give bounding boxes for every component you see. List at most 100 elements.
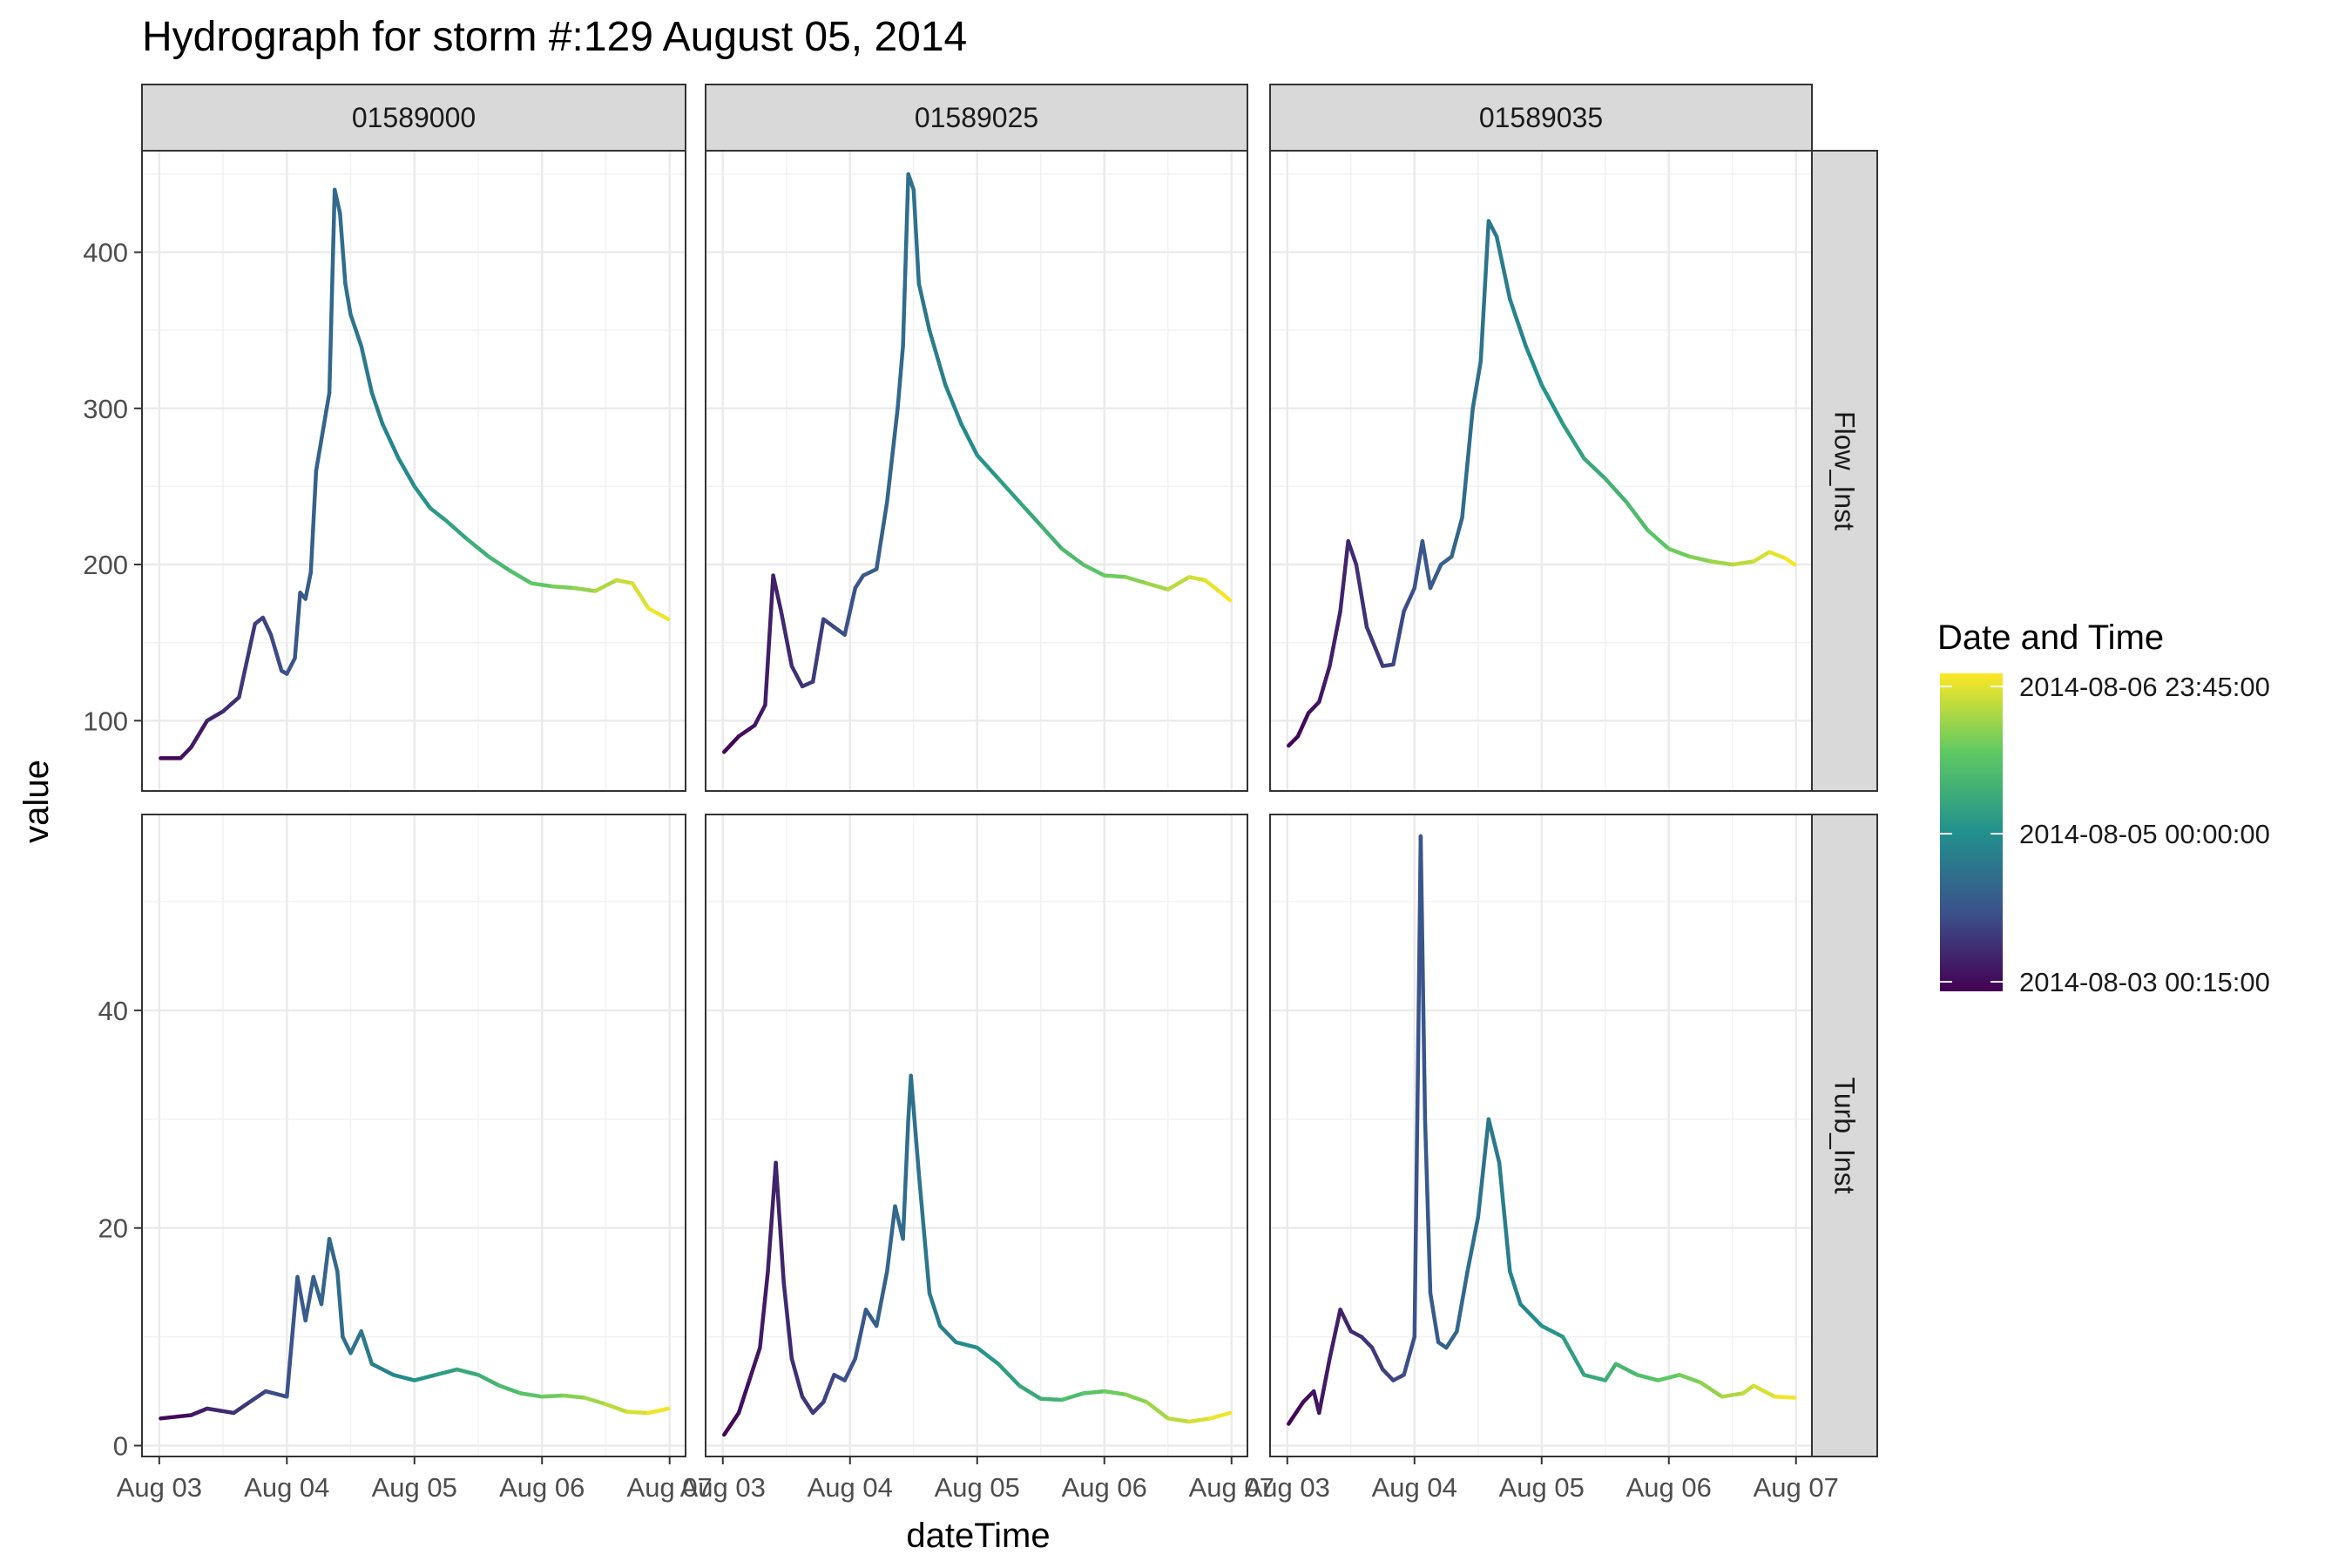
series-segment <box>1346 538 1359 567</box>
series-segment <box>1687 554 1713 564</box>
series-segment <box>293 591 302 660</box>
series-segment <box>1145 581 1171 591</box>
series-segment <box>1102 573 1128 579</box>
series-segment <box>1699 1380 1724 1399</box>
series-segment <box>220 695 241 713</box>
series-segment <box>975 1345 1001 1367</box>
legend-label-min: 2014-08-03 00:15:00 <box>2019 967 2270 997</box>
series-segment <box>1539 1323 1565 1339</box>
x-tick-label: Aug 06 <box>1062 1472 1147 1503</box>
strip-label-column: 01589025 <box>915 102 1038 133</box>
series-segment <box>1081 1389 1107 1396</box>
series-segment <box>1412 538 1425 591</box>
y-tick-label: 100 <box>83 706 128 736</box>
series-segment <box>779 609 794 668</box>
series-segment <box>412 1373 438 1382</box>
series-segment <box>263 1389 289 1399</box>
series-segment <box>614 578 635 585</box>
series-segment <box>205 709 226 723</box>
series-segment <box>1186 575 1207 583</box>
series-segment <box>1354 562 1369 630</box>
legend-label-mid: 2014-08-05 00:00:00 <box>2019 819 2270 849</box>
series-segment <box>909 1073 922 1176</box>
series-segment <box>412 484 433 510</box>
series-segment <box>1666 546 1693 559</box>
series-segment <box>1438 554 1454 567</box>
x-tick-label: Aug 07 <box>1754 1472 1839 1503</box>
series-segment <box>1478 219 1491 364</box>
series-segment <box>625 1409 651 1416</box>
series-segment <box>927 328 948 388</box>
series-01589025-Turb_Inst <box>722 1073 1233 1437</box>
series-segment <box>1603 1362 1619 1382</box>
series-segment <box>927 1291 943 1328</box>
series-segment <box>996 476 1022 504</box>
series-segment <box>571 585 598 593</box>
series-segment <box>1767 550 1788 561</box>
series-01589000-Flow_Inst <box>159 187 671 760</box>
series-segment <box>1486 219 1499 239</box>
series-segment <box>1709 559 1735 567</box>
series-segment <box>911 187 922 286</box>
x-tick-label: Aug 04 <box>244 1472 329 1503</box>
series-01589035-Flow_Inst <box>1287 219 1797 748</box>
series-segment <box>1677 1373 1703 1385</box>
facet-panels: 01589000 01589025 01589035 Flow_Inst Turb_In… <box>141 84 1878 1457</box>
series-segment <box>1524 343 1544 388</box>
series-segment <box>314 422 327 473</box>
series-segment <box>486 554 512 573</box>
series-segment <box>369 1362 395 1377</box>
series-segment <box>551 584 577 591</box>
series-segment <box>1359 1335 1375 1350</box>
series-segment <box>863 1308 879 1328</box>
series-segment <box>1391 609 1406 667</box>
series-segment <box>1017 1383 1044 1402</box>
series-segment <box>247 1389 268 1404</box>
series-01589035-Turb_Inst <box>1287 834 1797 1426</box>
series-segment <box>885 1204 897 1274</box>
series-segment <box>561 1393 587 1400</box>
series-segment <box>1418 834 1428 1122</box>
strip-label-row: Flow_Inst <box>1829 411 1861 531</box>
series-segment <box>996 1362 1022 1389</box>
series-segment <box>604 1402 630 1415</box>
series-segment <box>348 1329 363 1355</box>
series-segment <box>321 390 332 426</box>
series-segment <box>771 573 783 614</box>
series-segment <box>1783 556 1797 567</box>
series-segment <box>237 621 257 700</box>
y-tick-label: 0 <box>113 1431 128 1462</box>
series-segment <box>593 578 618 593</box>
series-segment <box>391 1373 417 1382</box>
x-tick-label: Aug 04 <box>808 1472 893 1503</box>
series-segment <box>1582 1373 1608 1382</box>
x-tick-label: Aug 07 <box>1189 1472 1274 1503</box>
series-segment <box>842 585 858 637</box>
series-segment <box>1338 538 1350 614</box>
series-segment <box>428 506 449 524</box>
series-segment <box>1381 1367 1396 1382</box>
series-segment <box>380 422 401 461</box>
series-segment <box>1494 234 1512 301</box>
series-segment <box>369 390 385 426</box>
series-segment <box>646 606 671 622</box>
series-segment <box>821 617 836 630</box>
strip-right <box>1811 814 1878 1457</box>
series-segment <box>722 734 741 754</box>
series-segment <box>1123 575 1149 585</box>
series-segment <box>1751 550 1772 564</box>
series-segment <box>1455 1269 1470 1334</box>
series-segment <box>1428 562 1443 591</box>
series-segment <box>1081 562 1107 578</box>
series-segment <box>1348 1329 1364 1339</box>
series-01589025-Flow_Inst <box>722 172 1233 754</box>
series-segment <box>285 656 297 676</box>
series-segment <box>1460 406 1475 520</box>
series-segment <box>1423 1117 1433 1295</box>
series-segment <box>1508 1269 1523 1307</box>
series-segment <box>1646 528 1672 551</box>
legend-label-max: 2014-08-06 23:45:00 <box>2019 672 2270 702</box>
series-segment <box>1059 1391 1085 1402</box>
series-segment <box>954 1340 980 1350</box>
series-segment <box>1402 585 1417 614</box>
